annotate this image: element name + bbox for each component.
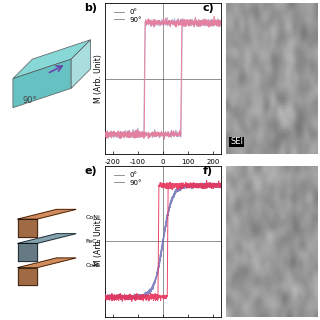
Text: b): b) xyxy=(84,3,98,13)
Polygon shape xyxy=(13,40,91,79)
Polygon shape xyxy=(18,243,37,261)
Polygon shape xyxy=(18,258,76,268)
Y-axis label: M (Arb. Unit): M (Arb. Unit) xyxy=(93,217,103,266)
Text: FeCo: FeCo xyxy=(86,239,101,244)
Legend: 0°, 90°: 0°, 90° xyxy=(111,7,145,26)
Text: f): f) xyxy=(203,166,213,176)
Text: CoNi: CoNi xyxy=(86,263,100,268)
Text: SEI: SEI xyxy=(230,137,243,147)
Text: c): c) xyxy=(203,3,215,13)
Polygon shape xyxy=(71,40,91,88)
Polygon shape xyxy=(18,234,76,243)
Text: CoNi: CoNi xyxy=(86,215,100,220)
X-axis label: H (Oe): H (Oe) xyxy=(149,166,177,175)
Polygon shape xyxy=(18,209,76,219)
Text: e): e) xyxy=(84,166,97,176)
Y-axis label: M (Arb. Unit): M (Arb. Unit) xyxy=(93,54,103,103)
Text: 90°: 90° xyxy=(23,96,37,105)
Polygon shape xyxy=(18,268,37,285)
Polygon shape xyxy=(13,59,71,108)
Legend: 0°, 90°: 0°, 90° xyxy=(111,170,145,188)
Polygon shape xyxy=(18,219,37,236)
